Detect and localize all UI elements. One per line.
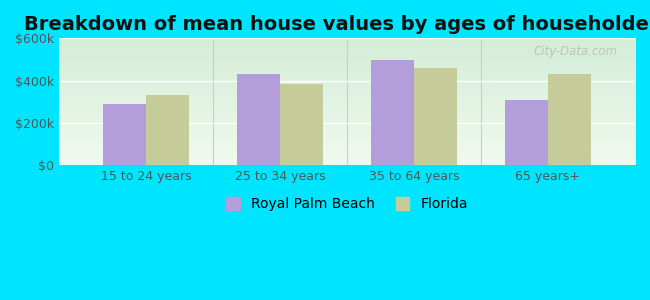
Text: City-Data.com: City-Data.com (534, 45, 618, 58)
Bar (548, 74, 591, 165)
Title: Breakdown of mean house values by ages of householders: Breakdown of mean house values by ages o… (24, 15, 650, 34)
Bar (371, 61, 414, 165)
Bar (103, 104, 146, 165)
Bar (237, 74, 280, 165)
Legend: Royal Palm Beach, Florida: Royal Palm Beach, Florida (226, 197, 468, 211)
Bar (505, 100, 548, 165)
Bar (280, 84, 323, 165)
Bar (414, 68, 457, 165)
Bar (146, 95, 189, 165)
